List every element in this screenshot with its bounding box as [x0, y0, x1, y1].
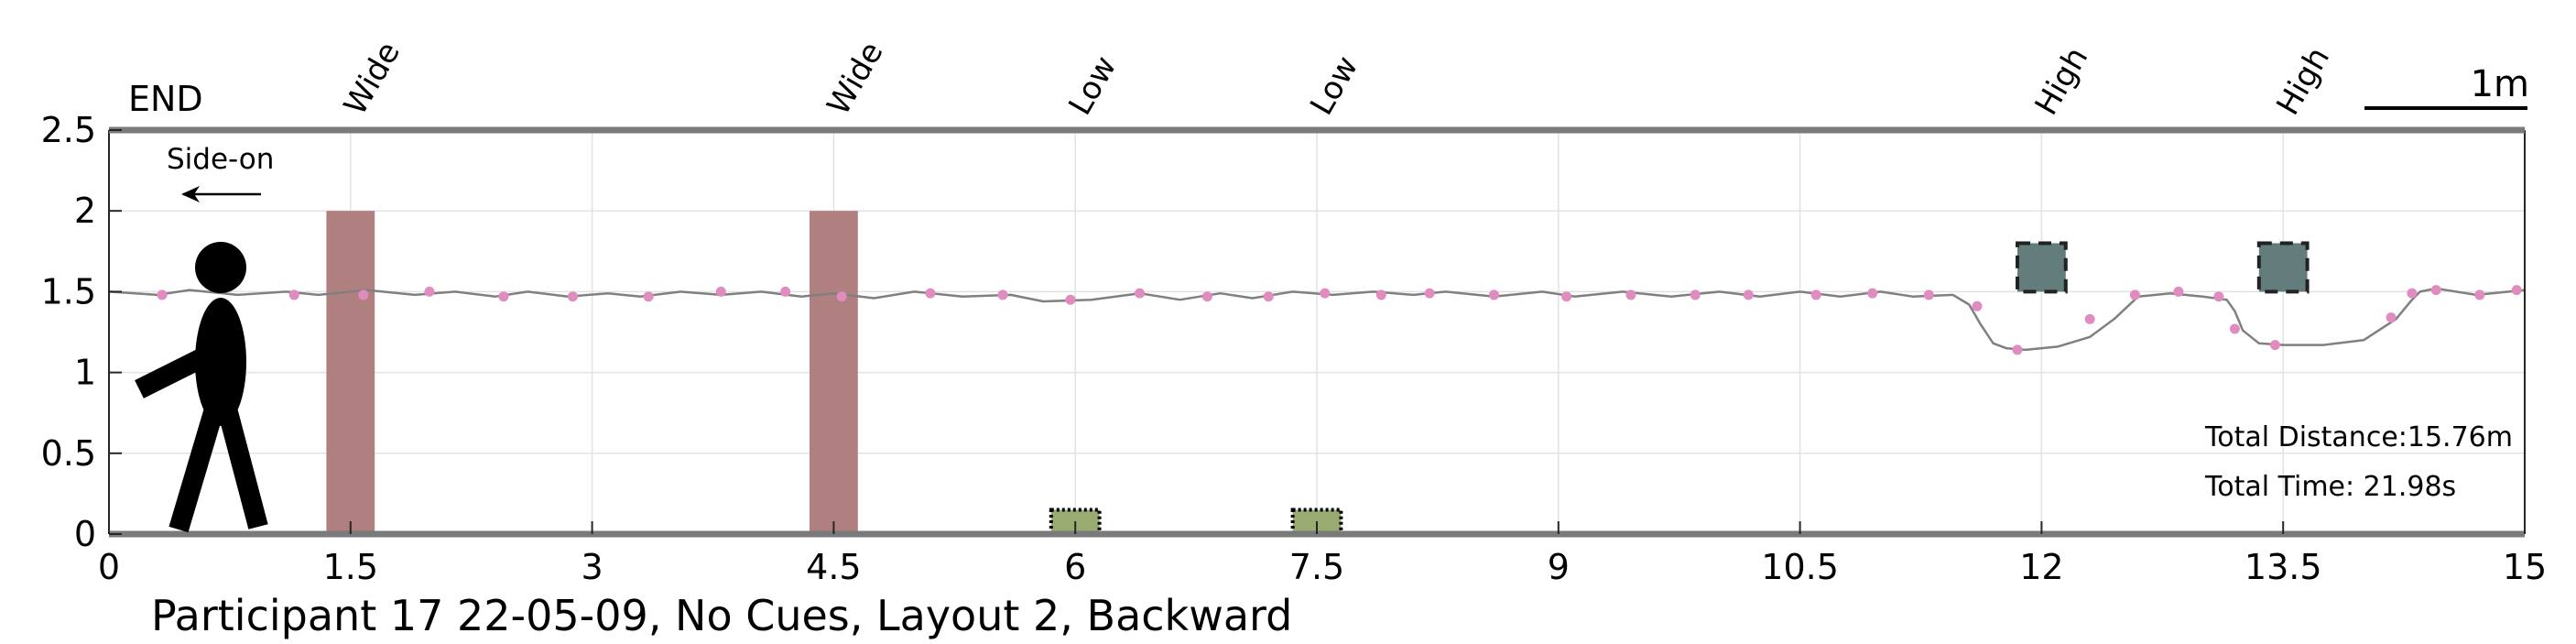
trajectory-point — [2386, 312, 2397, 323]
trajectory-point — [2269, 340, 2280, 351]
chart-caption: Participant 17 22-05-09, No Cues, Layout… — [151, 591, 1292, 640]
x-tick-label: 10.5 — [1761, 547, 1839, 587]
walking-person-icon — [135, 242, 268, 533]
trajectory-point — [2474, 289, 2485, 300]
trajectory-point — [1065, 294, 1076, 305]
total-time: Total Time: 21.98s — [2204, 471, 2456, 503]
trajectory-series — [108, 287, 2526, 352]
trajectory-point — [1743, 289, 1754, 300]
grid-lines — [108, 129, 2526, 535]
direction-label: Side-on — [167, 143, 274, 176]
trajectory-point — [1923, 289, 1934, 300]
y-tick-label: 0 — [74, 514, 96, 554]
obstacle-labels: Wide Wide Low Low High High — [337, 36, 2337, 121]
trajectory-point — [997, 289, 1008, 300]
trajectory-point — [1320, 288, 1331, 299]
direction-arrow-icon — [181, 186, 261, 202]
obstacle-wide — [326, 211, 375, 534]
trajectory-point — [2084, 313, 2095, 324]
trajectory-point — [2173, 286, 2184, 297]
obstacle-label-wide: Wide — [821, 36, 891, 121]
trajectory-point — [358, 289, 369, 300]
total-distance: Total Distance:15.76m — [2204, 421, 2513, 453]
obstacle-label-low: Low — [1303, 50, 1365, 122]
x-tick-label: 3 — [582, 547, 603, 587]
trajectory-point — [1561, 291, 1572, 302]
trajectory-point — [925, 288, 936, 299]
trajectory-point — [2229, 323, 2240, 334]
trajectory-point — [288, 289, 299, 300]
trajectory-point — [1867, 288, 1878, 299]
trajectory-point — [643, 291, 654, 302]
x-tick-label: 9 — [1548, 547, 1570, 587]
trajectory-point — [1972, 300, 1983, 311]
trajectory-point — [1135, 288, 1146, 299]
trajectory-point — [567, 291, 578, 302]
x-tick-label: 4.5 — [806, 547, 861, 587]
trajectory-point — [1690, 289, 1701, 300]
trajectory-line — [108, 287, 2526, 352]
trajectory-point — [1375, 289, 1386, 300]
trajectory-point — [715, 286, 726, 297]
x-tick-label: 7.5 — [1289, 547, 1344, 587]
x-tick-label: 1.5 — [323, 547, 378, 587]
x-tick-label: 12 — [2019, 547, 2063, 587]
trajectory-point — [2511, 285, 2522, 296]
trajectory-point — [836, 291, 847, 302]
trajectory-point — [2012, 344, 2023, 355]
x-tick-label: 13.5 — [2244, 547, 2322, 587]
trajectory-point — [2129, 289, 2140, 300]
y-tick-label: 1.5 — [41, 271, 96, 311]
scale-bar-label: 1m — [2471, 63, 2529, 105]
trajectory-point — [424, 286, 435, 297]
trajectory-point — [1625, 289, 1636, 300]
trajectory-point — [2407, 288, 2418, 299]
y-tick-label: 2 — [74, 191, 96, 231]
trajectory-point — [1424, 288, 1435, 299]
trajectory-point — [1263, 291, 1274, 302]
obstacle-label-high: High — [2028, 41, 2096, 122]
x-tick-label: 6 — [1064, 547, 1086, 587]
obstacle-high — [2016, 241, 2068, 294]
tick-labels: 0 1.5 3 4.5 6 7.5 9 10.5 12 13.5 15 0 0.5 1 1.5 2 2.5 — [41, 110, 2548, 587]
trajectory-point — [157, 289, 168, 300]
x-tick-label: 15 — [2503, 547, 2547, 587]
axes — [108, 126, 2526, 538]
trajectory-markers — [157, 285, 2522, 355]
obstacle-label-wide: Wide — [337, 36, 408, 121]
y-tick-label: 1 — [74, 353, 96, 393]
end-label: END — [128, 79, 203, 119]
trajectory-point — [2430, 285, 2441, 296]
trajectory-point — [498, 291, 509, 302]
obstacle-high — [2256, 241, 2310, 294]
y-tick-label: 2.5 — [41, 110, 96, 150]
trajectory-point — [1488, 289, 1499, 300]
obstacle-wide — [810, 211, 858, 534]
obstacle-label-low: Low — [1061, 50, 1124, 122]
y-tick-label: 0.5 — [41, 433, 96, 474]
trajectory-point — [1201, 291, 1212, 302]
trajectory-point — [2213, 291, 2224, 302]
trajectory-point — [1810, 289, 1821, 300]
x-tick-label: 0 — [98, 547, 120, 587]
obstacle-label-high: High — [2269, 41, 2337, 122]
trajectory-point — [780, 286, 791, 297]
